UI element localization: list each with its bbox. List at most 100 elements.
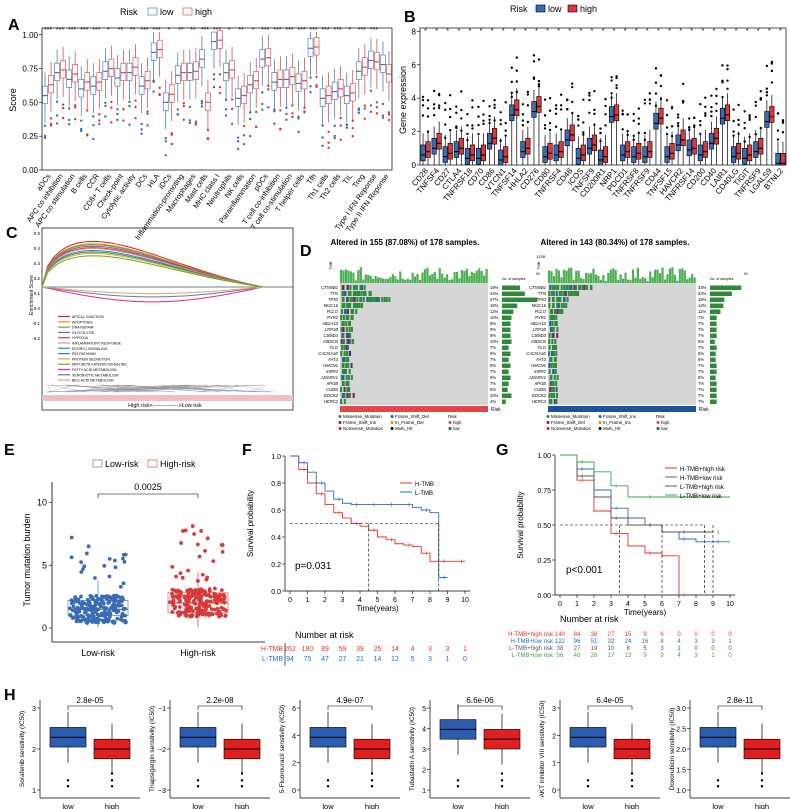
- box-a-high-outlier: [134, 116, 137, 120]
- box-a-low-outlier: [369, 104, 373, 107]
- box-b-low-box: [520, 141, 526, 158]
- box-a-low-outlier: [104, 101, 107, 105]
- hit-mark-c: [48, 384, 208, 393]
- sig-mark-b: *: [679, 28, 682, 35]
- onco-left-mutation-cell: [360, 297, 363, 302]
- box-b-high-box: [680, 129, 686, 147]
- onco-left-gene-label: MUC16: [324, 303, 339, 308]
- box-a-low-outlier: [321, 124, 324, 127]
- onco-right-mutation-cell: [555, 345, 558, 350]
- onco-left-pct-label: 6%: [490, 387, 496, 392]
- scatter-point-e: [74, 616, 79, 621]
- box-a-low-outlier: [67, 107, 71, 110]
- h-box-outlier: [716, 785, 720, 788]
- h-box-outlier: [110, 779, 114, 782]
- onco-right-tmb-bar: [671, 267, 674, 283]
- box-a-low-outlier: [369, 89, 373, 92]
- scatter-point-e: [91, 605, 96, 610]
- onco-right-mutation-cell: [567, 291, 570, 296]
- scatter-point-e: [199, 609, 204, 614]
- onco-left-mutation-cell: [343, 351, 346, 356]
- onco-left-mutation-cell: [347, 375, 350, 380]
- onco-left-mutation-cell: [344, 309, 347, 314]
- onco-right-freq-bar: [710, 375, 716, 380]
- onco-left-mutation-cell: [342, 315, 345, 320]
- km-g-x-tick-label: 3: [609, 601, 613, 608]
- onco-left-mutation-cell: [345, 381, 348, 386]
- box-b-high-outlier: [460, 129, 463, 132]
- box-b-low-box: [620, 144, 626, 162]
- box-a-high-box: [325, 85, 332, 105]
- onco-left-mutation-cell: [351, 315, 354, 320]
- risk-count-g: 32: [608, 639, 615, 645]
- onco-left-freq-bar: [502, 363, 511, 368]
- onco-left-mutation-cell: [362, 291, 365, 296]
- box-b-low-outlier: [610, 76, 613, 79]
- box-b-low-outlier: [665, 113, 669, 117]
- box-a-high-box: [120, 62, 127, 82]
- box-a-low-box: [102, 61, 109, 80]
- onco-left-mutation-cell: [368, 291, 371, 296]
- sig-mark-a: **: [190, 27, 196, 34]
- h-box-outlier: [456, 785, 460, 788]
- box-b-high-outlier: [460, 108, 463, 112]
- h-y-tick-label: 5: [422, 706, 426, 713]
- onco-right-mutation-cell: [553, 285, 556, 290]
- box-a-high-outlier: [230, 107, 234, 111]
- onco-right-mutation-cell: [557, 303, 560, 308]
- box-a-low-outlier: [188, 121, 192, 125]
- box-b-high-outlier: [681, 82, 685, 86]
- box-b-low-box: [675, 134, 681, 152]
- onco-left-mutation-cell: [341, 357, 344, 362]
- box-b-low-outlier: [588, 94, 591, 97]
- onco-left-mutation-cell: [349, 339, 352, 344]
- box-a-high-outlier: [110, 121, 113, 124]
- onco-right-mutation-cell: [555, 399, 558, 404]
- box-b-high-outlier: [693, 125, 696, 129]
- km-g-x-tick-label: 4: [626, 601, 630, 608]
- onco-right-mutation-cell: [553, 309, 557, 314]
- risk-count-g: 56: [557, 653, 564, 659]
- box-b-high-outlier: [593, 123, 596, 126]
- onco-left-mutation-cell: [343, 369, 346, 374]
- box-b-low-outlier: [532, 54, 536, 57]
- box-a-low-outlier: [357, 107, 361, 110]
- plot-frame-a: [41, 27, 393, 171]
- onco-left-tmb-bar: [369, 275, 372, 283]
- km-g-survival-curve: [560, 454, 730, 498]
- onco-left-mutation-cell: [368, 297, 371, 302]
- onco-left-mutation-cell: [353, 297, 356, 302]
- box-a-high-outlier: [315, 85, 318, 89]
- box-a-low-outlier: [55, 100, 59, 104]
- onco-right-pct-label: 6%: [698, 351, 704, 356]
- box-a-low-outlier: [357, 109, 361, 112]
- box-a-high-box: [96, 72, 103, 91]
- box-b-low-outlier: [699, 102, 702, 106]
- box-a-high-outlier: [98, 119, 101, 122]
- onco-right-pct-label: 7%: [698, 327, 704, 332]
- box-a-high-outlier: [375, 112, 379, 115]
- box-a-low-outlier: [140, 122, 143, 126]
- onco-left-tmb-bar: [394, 276, 397, 283]
- onco-right-tmb-bar: [577, 270, 580, 283]
- onco-left-mutation-cell: [346, 393, 349, 398]
- box-a-low-outlier: [381, 114, 385, 117]
- box-a-high-outlier: [230, 122, 234, 125]
- h-box-outlier: [500, 785, 504, 788]
- scatter-point-e: [186, 568, 190, 573]
- box-a-high-outlier: [182, 118, 185, 121]
- box-b-low-outlier: [532, 60, 536, 63]
- risk-count-f: 14: [374, 656, 382, 663]
- km-f-x-tick-label: 0: [288, 597, 292, 604]
- hit-mark-c: [204, 384, 208, 393]
- box-a-high-outlier: [267, 88, 270, 91]
- box-b-high-outlier: [604, 104, 607, 108]
- box-b-high-outlier: [704, 105, 707, 109]
- panel-letter-e: E: [4, 442, 15, 459]
- sig-mark-a: ***: [80, 27, 88, 34]
- box-a-low-box: [235, 88, 241, 107]
- onco-left-mutation-cell: [350, 297, 353, 302]
- box-b-low-box: [753, 141, 759, 158]
- onco-left-freq-bar: [502, 291, 525, 296]
- risk-count-f: 47: [321, 656, 329, 663]
